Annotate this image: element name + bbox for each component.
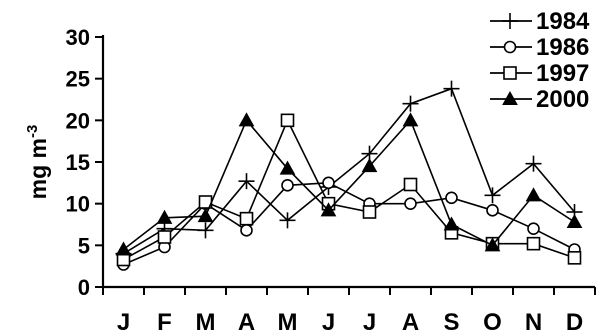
data-point-2000 bbox=[443, 216, 460, 231]
data-point-1984 bbox=[279, 212, 296, 229]
series-line-1986 bbox=[123, 181, 575, 266]
y-tick-label: 25 bbox=[66, 67, 90, 92]
legend-label: 1984 bbox=[536, 8, 590, 35]
x-tick-label: J bbox=[322, 309, 335, 335]
x-tick-label: S bbox=[443, 309, 459, 335]
series-1997 bbox=[116, 113, 582, 267]
data-point-2000 bbox=[320, 202, 337, 217]
x-tick-label: M bbox=[196, 309, 216, 335]
y-axis-ticks: 0 5 10 15 20 25 30 bbox=[66, 25, 103, 300]
series-group bbox=[115, 80, 583, 271]
data-point-2000 bbox=[197, 208, 214, 223]
data-point-1986 bbox=[404, 197, 417, 210]
data-point-1984 bbox=[197, 222, 214, 239]
data-point-2000 bbox=[525, 187, 542, 202]
data-point-1984 bbox=[525, 155, 542, 172]
y-tick-label: 5 bbox=[78, 233, 90, 258]
legend-entry-1984: 1984 bbox=[490, 8, 590, 35]
legend-label: 2000 bbox=[536, 86, 589, 113]
x-tick-label: O bbox=[483, 309, 502, 335]
data-point-1997 bbox=[157, 230, 172, 244]
data-point-1997 bbox=[239, 211, 254, 226]
data-point-1986 bbox=[240, 224, 253, 237]
series-line-1997 bbox=[123, 118, 575, 261]
legend-marker bbox=[502, 13, 518, 29]
data-point-1984 bbox=[484, 187, 501, 204]
x-tick-label: N bbox=[525, 309, 542, 335]
legend-label: 1986 bbox=[536, 34, 589, 61]
legend-marker bbox=[503, 40, 517, 54]
data-point-1997 bbox=[567, 251, 582, 265]
data-point-2000 bbox=[484, 237, 501, 252]
y-tick-label: 0 bbox=[78, 275, 90, 300]
data-point-2000 bbox=[115, 241, 132, 256]
x-tick-label: A bbox=[238, 309, 255, 335]
data-point-2000 bbox=[156, 209, 173, 224]
legend-entry-1997: 1997 bbox=[490, 60, 589, 87]
y-axis-label: mg m-3 bbox=[24, 125, 51, 200]
data-point-1986 bbox=[322, 176, 335, 190]
y-tick-label: 15 bbox=[66, 150, 90, 175]
data-point-1984 bbox=[443, 80, 460, 97]
legend-entry-2000: 2000 bbox=[490, 86, 589, 113]
data-point-1997 bbox=[526, 236, 541, 251]
x-tick-label: A bbox=[402, 309, 419, 335]
data-point-2000 bbox=[566, 213, 583, 228]
y-tick-label: 30 bbox=[66, 25, 90, 50]
data-point-1997 bbox=[403, 177, 418, 192]
legend-entry-1986: 1986 bbox=[490, 34, 589, 61]
data-point-2000 bbox=[361, 158, 378, 173]
x-tick-label: F bbox=[157, 309, 172, 335]
y-tick-label: 20 bbox=[66, 108, 90, 133]
legend-marker bbox=[503, 66, 517, 80]
y-tick-label: 10 bbox=[66, 192, 90, 217]
series-2000 bbox=[115, 112, 583, 256]
x-tick-label: M bbox=[278, 309, 298, 335]
data-point-1986 bbox=[445, 191, 458, 205]
x-tick-label: D bbox=[566, 309, 583, 335]
data-point-1986 bbox=[527, 222, 540, 235]
legend-marker bbox=[502, 90, 518, 105]
data-point-1986 bbox=[486, 204, 499, 217]
data-point-1986 bbox=[281, 179, 294, 192]
legend-label: 1997 bbox=[536, 60, 589, 87]
data-point-2000 bbox=[238, 112, 255, 127]
x-tick-label: J bbox=[117, 309, 130, 335]
data-point-2000 bbox=[402, 112, 419, 127]
data-point-1997 bbox=[280, 113, 295, 128]
data-point-1984 bbox=[402, 95, 419, 112]
series-line-2000 bbox=[123, 118, 575, 251]
data-point-2000 bbox=[279, 160, 296, 175]
x-tick-label: J bbox=[363, 309, 376, 335]
data-point-1997 bbox=[362, 205, 377, 219]
data-point-1984 bbox=[238, 173, 255, 190]
series-1984 bbox=[115, 80, 583, 262]
